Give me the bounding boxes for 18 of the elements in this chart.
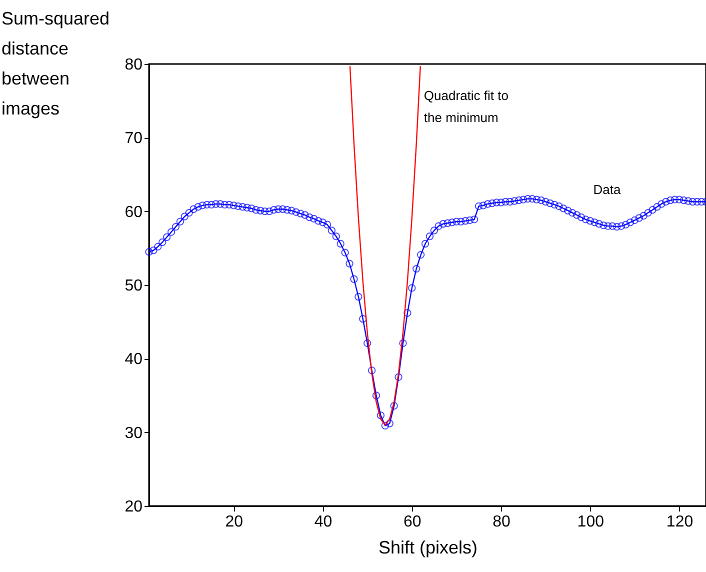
x-tick-label: 60 — [404, 514, 422, 530]
y-tick-label: 60 — [124, 204, 143, 221]
x-tick-label: 120 — [666, 514, 694, 530]
y-tick-label: 30 — [124, 424, 143, 442]
x-tick-label: 100 — [577, 514, 604, 530]
y-tick-label: 70 — [124, 130, 143, 148]
x-axis-title: Shift (pixels) — [378, 538, 478, 558]
y-tick-label: 80 — [124, 56, 143, 74]
annotation: Quadratic fit to the minimum — [424, 88, 508, 125]
annotation: Data — [593, 182, 622, 197]
x-tick-label: 80 — [492, 514, 511, 530]
line-series — [349, 66, 421, 426]
y-axis-title: Sum-squared distance between images — [2, 8, 110, 118]
y-tick-label: 40 — [124, 351, 143, 368]
y-tick-label: 50 — [124, 278, 143, 294]
y-tick-label: 20 — [124, 498, 143, 516]
x-tick-label: 40 — [314, 514, 332, 530]
x-tick-label: 20 — [225, 514, 244, 530]
